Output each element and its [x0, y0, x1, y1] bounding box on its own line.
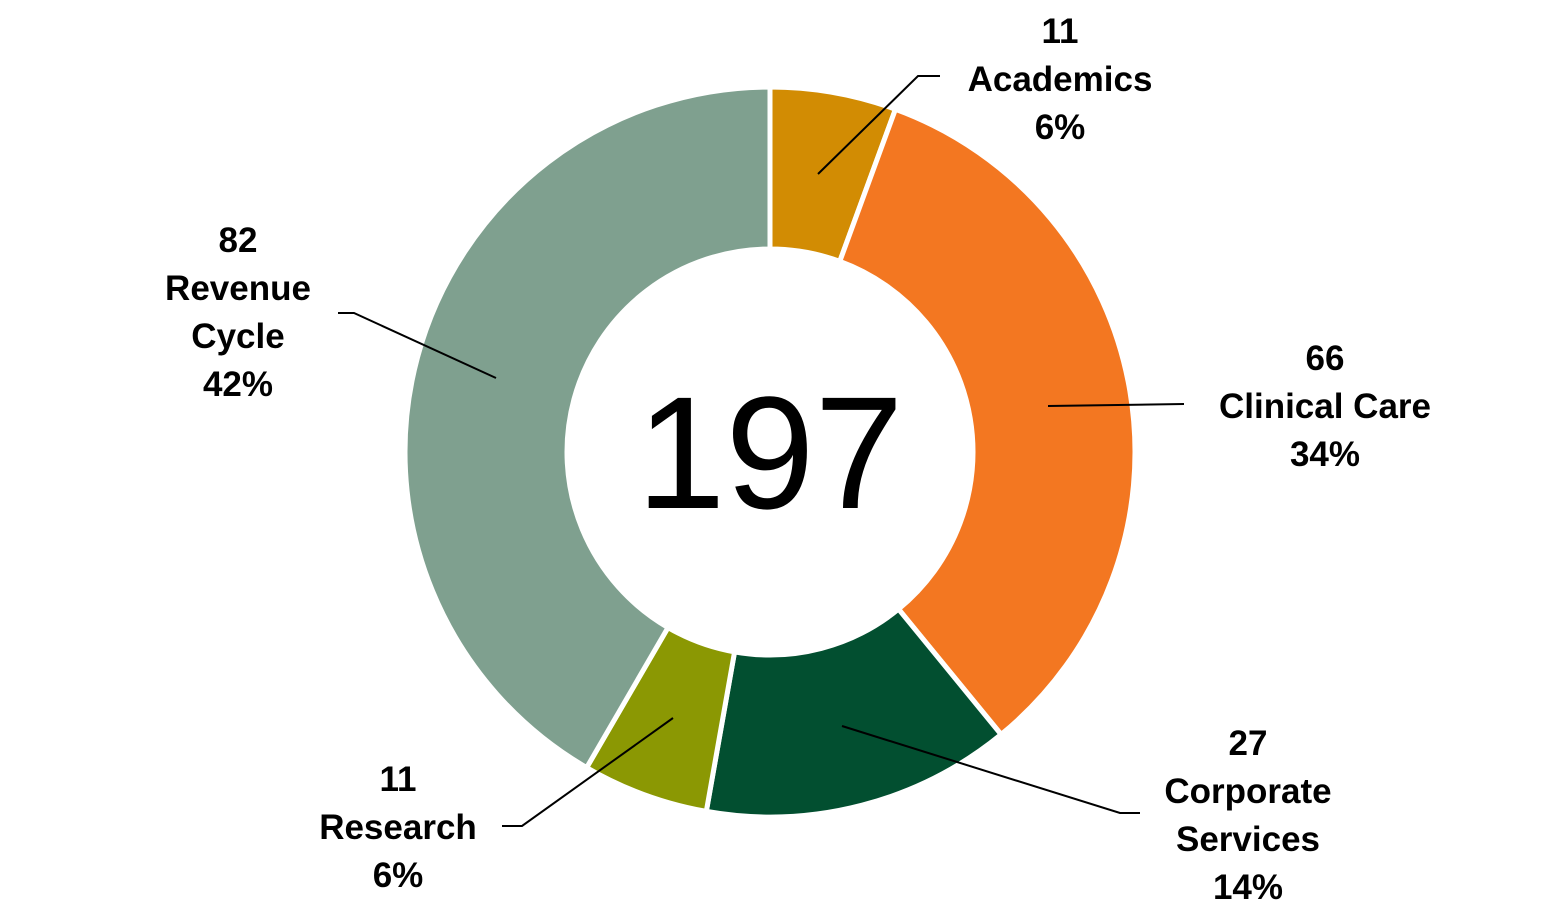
data-label-line: 82 [219, 221, 258, 260]
data-label-academics: 11 Academics 6% [968, 12, 1153, 147]
leader-line-corporate-services [841, 725, 1140, 814]
center-total: 197 [637, 363, 904, 542]
leader-line-research [502, 717, 674, 827]
data-label-line: Cycle [191, 317, 284, 356]
leader-lines [338, 75, 1185, 827]
donut-slices [402, 84, 1138, 820]
data-label-line: Research [319, 808, 477, 847]
slice-clinical-care [837, 106, 1138, 737]
data-label-line: 11 [380, 760, 417, 799]
data-label-line: 27 [1229, 724, 1268, 763]
data-label-research: 11 Research 6% [319, 760, 477, 895]
data-label-line: Revenue [165, 269, 311, 308]
data-label-line: 34% [1290, 435, 1360, 474]
data-label-revenue-cycle: 82 Revenue Cycle 42% [165, 221, 311, 404]
data-label-clinical-care: 66 Clinical Care 34% [1219, 339, 1431, 474]
data-label-line: 6% [1035, 108, 1086, 147]
data-label-line: 14% [1213, 868, 1283, 907]
slice-corporate-services [703, 606, 1004, 820]
slice-labels: 11 Academics 6% 66 Clinical Care 34% 27 Corpora… [165, 12, 1431, 907]
leader-line-revenue-cycle [338, 312, 497, 379]
data-label-line: Services [1176, 820, 1320, 859]
slice-revenue-cycle [402, 84, 773, 771]
data-label-line: Clinical Care [1219, 387, 1431, 426]
data-label-corporate-services: 27 Corporate Services 14% [1164, 724, 1331, 907]
data-label-line: Corporate [1164, 772, 1331, 811]
data-label-line: 42% [203, 365, 273, 404]
data-label-line: 11 [1042, 12, 1079, 51]
data-label-line: 66 [1306, 339, 1345, 378]
leader-line-academics [817, 75, 940, 175]
data-label-line: 6% [373, 856, 424, 895]
data-label-line: Academics [968, 60, 1153, 99]
leader-line-clinical-care [1047, 403, 1185, 407]
